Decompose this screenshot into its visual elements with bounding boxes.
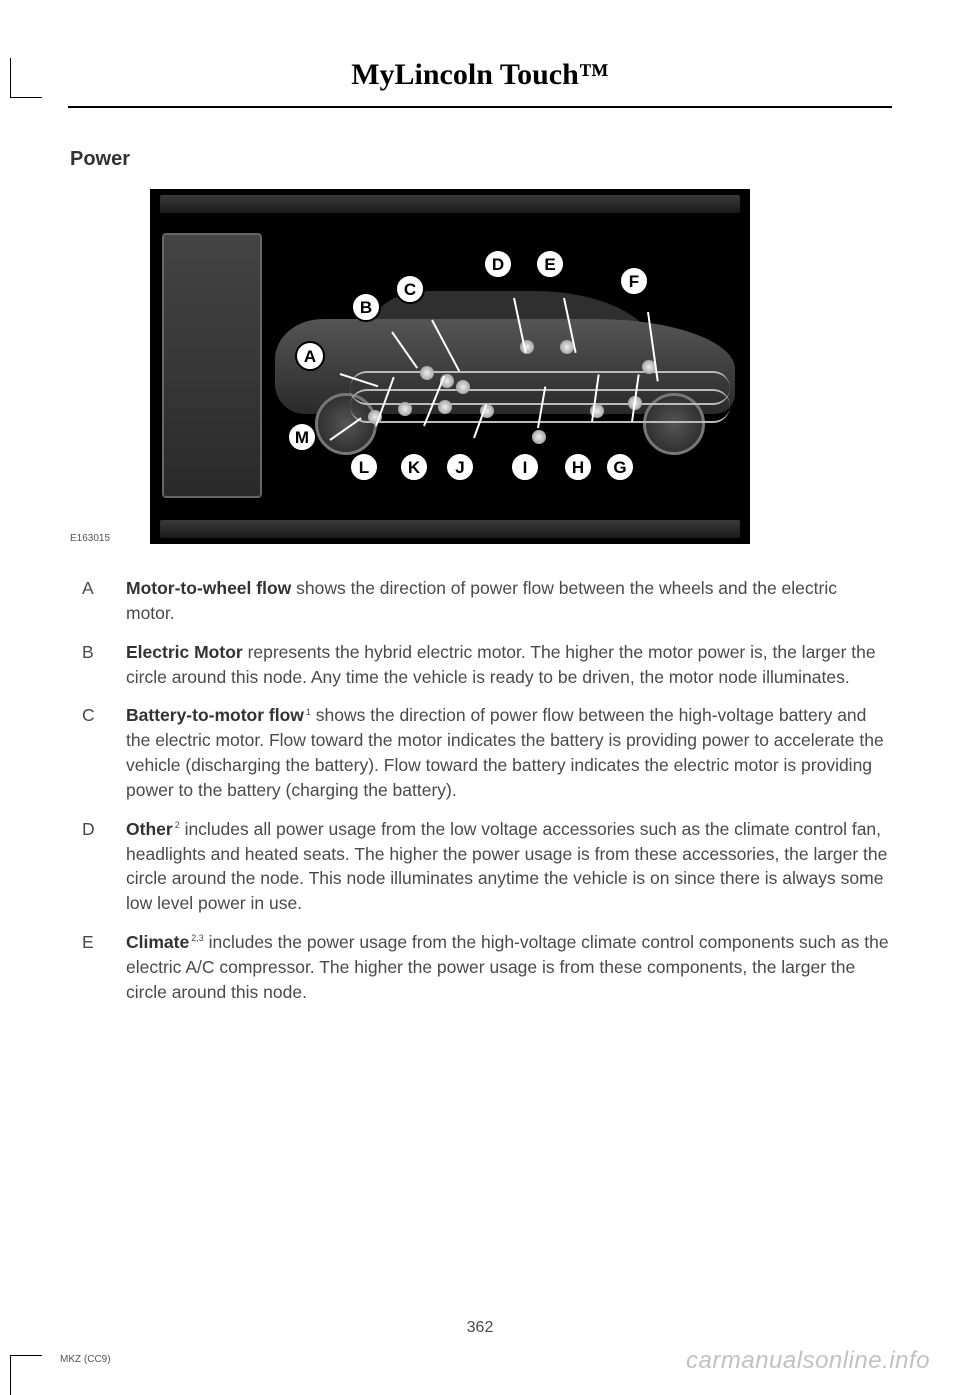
callout-label-e: E <box>535 249 565 279</box>
car-silhouette <box>275 289 735 449</box>
definition-row: AMotor-to-wheel flow shows the direction… <box>82 576 890 626</box>
diagram-container: E163015 ABCDEFGHIJKLM <box>150 189 890 544</box>
callout-label-l: L <box>349 452 379 482</box>
definition-row: EClimate2,3 includes the power usage fro… <box>82 930 890 1005</box>
callout-label-i: I <box>510 452 540 482</box>
callout-label-k: K <box>399 452 429 482</box>
definition-text: Other2 includes all power usage from the… <box>126 817 890 916</box>
definition-row: DOther2 includes all power usage from th… <box>82 817 890 916</box>
definition-letter: D <box>82 817 126 916</box>
diagram-reference: E163015 <box>70 533 110 544</box>
diagram-node <box>532 430 546 444</box>
diagram-side-panel <box>162 233 262 498</box>
crop-mark <box>10 1355 42 1395</box>
definition-letter: C <box>82 703 126 802</box>
callout-label-m: M <box>287 422 317 452</box>
diagram-node <box>456 380 470 394</box>
diagram-frame-top <box>160 195 740 213</box>
diagram-node <box>438 400 452 414</box>
definition-text: Motor-to-wheel flow shows the direction … <box>126 576 890 626</box>
section-heading: Power <box>70 148 890 171</box>
page-number: 362 <box>0 1319 960 1337</box>
crop-mark <box>10 58 42 98</box>
diagram-frame-bottom <box>160 520 740 538</box>
definition-letter: E <box>82 930 126 1005</box>
definition-letter: A <box>82 576 126 626</box>
callout-label-f: F <box>619 266 649 296</box>
callout-label-c: C <box>395 274 425 304</box>
definition-text: Climate2,3 includes the power usage from… <box>126 930 890 1005</box>
callout-label-b: B <box>351 292 381 322</box>
power-flow-diagram: E163015 ABCDEFGHIJKLM <box>150 189 750 544</box>
watermark: carmanualsonline.info <box>686 1347 930 1375</box>
content-area: Power E163015 ABCDEFGHIJKLM AMotor-to-wh… <box>0 108 960 1005</box>
definition-row: CBattery-to-motor flow1 shows the direct… <box>82 703 890 802</box>
callout-label-d: D <box>483 249 513 279</box>
footer-model: MKZ (CC9) <box>60 1354 111 1365</box>
page-title: MyLincoln Touch™ <box>0 58 960 92</box>
definition-text: Electric Motor represents the hybrid ele… <box>126 640 890 690</box>
callout-label-g: G <box>605 452 635 482</box>
callout-label-j: J <box>445 452 475 482</box>
callout-label-h: H <box>563 452 593 482</box>
definitions-list: AMotor-to-wheel flow shows the direction… <box>70 576 890 1005</box>
definition-text: Battery-to-motor flow1 shows the directi… <box>126 703 890 802</box>
callout-label-a: A <box>295 341 325 371</box>
definition-letter: B <box>82 640 126 690</box>
definition-row: BElectric Motor represents the hybrid el… <box>82 640 890 690</box>
diagram-node <box>398 402 412 416</box>
diagram-node <box>420 366 434 380</box>
